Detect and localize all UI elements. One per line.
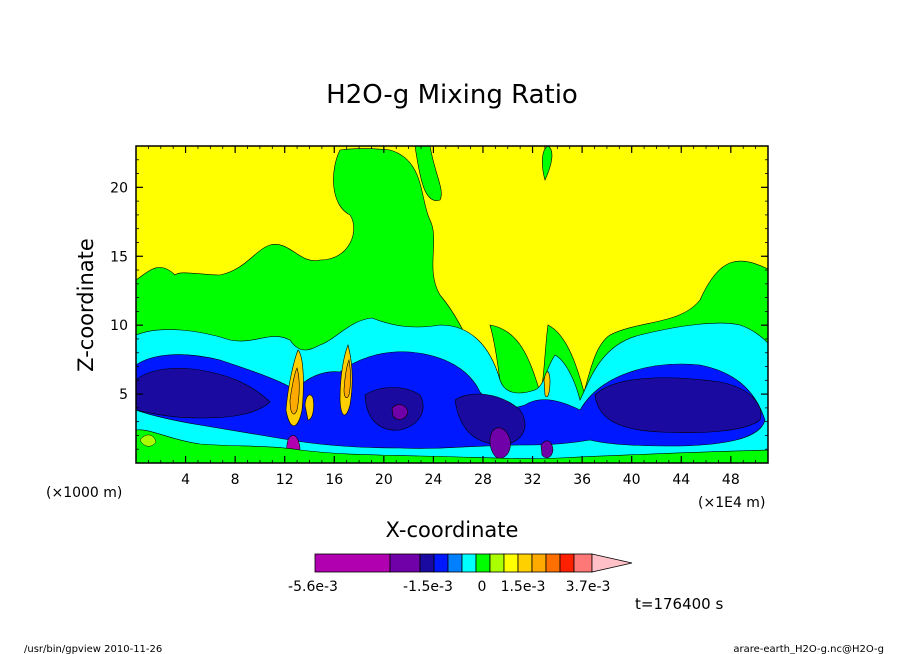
- colorbar-label: -1.5e-3: [403, 579, 453, 595]
- colorbar-label: 0: [478, 579, 487, 595]
- colorbar-swatch: [447, 553, 463, 573]
- footer-right: arare-earth_H2O-g.nc@H2O-g: [733, 644, 884, 654]
- x-tick-label: 8: [231, 472, 240, 488]
- contour-field: [136, 146, 768, 463]
- x-tick-label: 36: [573, 472, 591, 488]
- x-axis-label: X-coordinate: [386, 518, 519, 542]
- x-tick-label: 48: [722, 472, 740, 488]
- colorbar-swatch: [517, 553, 533, 573]
- colorbar-swatch: [433, 553, 449, 573]
- x-tick-label: 4: [181, 472, 190, 488]
- x-tick-label: 40: [623, 472, 641, 488]
- time-label: t=176400 s: [635, 595, 723, 613]
- contour-yellow: [136, 146, 768, 403]
- colorbar-swatch: [559, 553, 575, 573]
- colorbar-swatch: [545, 553, 561, 573]
- x-tick-label: 44: [672, 472, 690, 488]
- colorbar-swatch: [314, 553, 391, 573]
- x-tick-label: 20: [375, 472, 393, 488]
- colorbar: -5.6e-3 -1.5e-3 0 1.5e-3 3.7e-3: [288, 553, 633, 595]
- y-tick-label: 20: [110, 180, 128, 196]
- chart-title: H2O-g Mixing Ratio: [326, 80, 578, 110]
- colorbar-swatch: [531, 553, 547, 573]
- colorbar-label: 1.5e-3: [501, 579, 546, 595]
- colorbar-swatch: [419, 553, 435, 573]
- footer-left: /usr/bin/gpview 2010-11-26: [24, 644, 162, 654]
- y-axis-label: Z-coordinate: [74, 238, 98, 372]
- colorbar-swatch: [389, 553, 421, 573]
- y-tick-label: 15: [110, 249, 128, 265]
- colorbar-extend-arrow: [591, 553, 633, 573]
- colorbar-label: 3.7e-3: [566, 579, 611, 595]
- x-tick-label: 16: [325, 472, 343, 488]
- y-tick-label: 5: [119, 387, 128, 403]
- y-tick-label: 10: [110, 318, 128, 334]
- colorbar-swatch: [503, 553, 519, 573]
- colorbar-swatch: [475, 553, 491, 573]
- colorbar-swatch: [573, 553, 593, 573]
- colorbar-swatch: [489, 553, 505, 573]
- x-unit-label: (×1E4 m): [698, 495, 765, 511]
- y-unit-label: (×1000 m): [46, 485, 122, 501]
- contour-darkblue: [136, 367, 271, 419]
- x-tick-label: 32: [524, 472, 542, 488]
- plot-frame: [135, 145, 769, 464]
- colorbar-label: -5.6e-3: [288, 579, 338, 595]
- x-tick-label: 12: [276, 472, 294, 488]
- x-tick-label: 28: [474, 472, 492, 488]
- x-tick-label: 24: [424, 472, 442, 488]
- colorbar-swatch: [461, 553, 477, 573]
